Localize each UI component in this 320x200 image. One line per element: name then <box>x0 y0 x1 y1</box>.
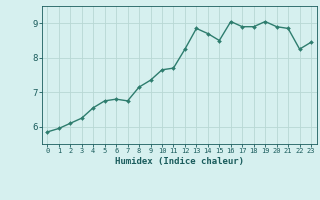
X-axis label: Humidex (Indice chaleur): Humidex (Indice chaleur) <box>115 157 244 166</box>
